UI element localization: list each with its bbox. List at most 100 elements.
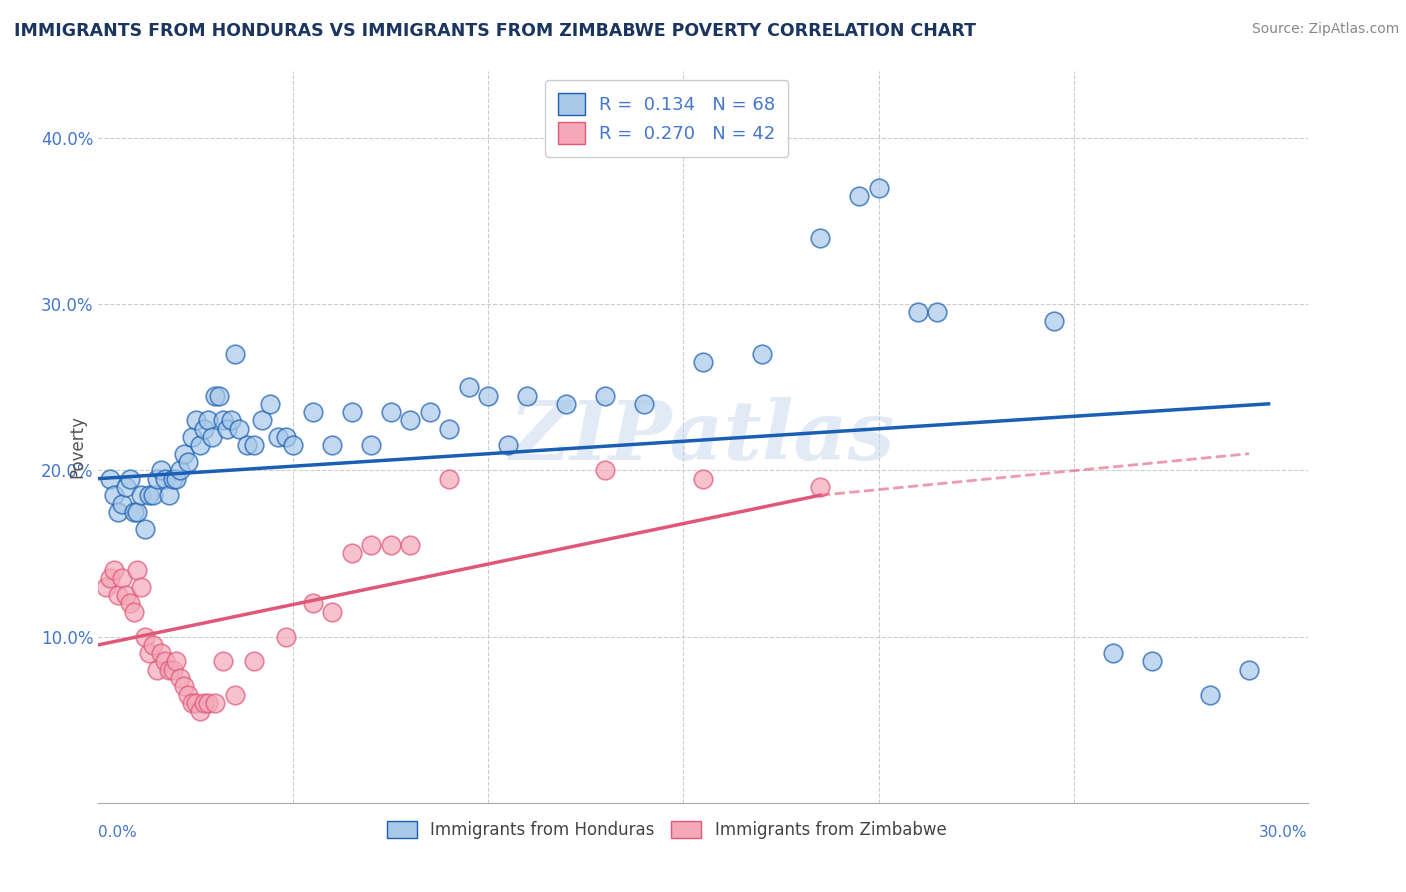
Point	[98, 571, 121, 585]
Point	[138, 488, 160, 502]
Point	[204, 388, 226, 402]
Point	[153, 472, 176, 486]
Text: ZIPatlas: ZIPatlas	[510, 397, 896, 477]
Point	[188, 705, 211, 719]
Point	[380, 405, 402, 419]
Point	[200, 430, 222, 444]
Point	[197, 413, 219, 427]
Point	[111, 497, 134, 511]
Point	[925, 305, 948, 319]
Point	[321, 605, 343, 619]
Point	[157, 488, 180, 502]
Point	[228, 422, 250, 436]
Point	[439, 472, 461, 486]
Point	[516, 388, 538, 402]
Point	[555, 397, 578, 411]
Text: Poverty: Poverty	[69, 415, 86, 477]
Point	[848, 189, 870, 203]
Point	[127, 563, 149, 577]
Point	[173, 680, 195, 694]
Point	[114, 588, 136, 602]
Point	[181, 430, 204, 444]
Point	[302, 405, 325, 419]
Text: Source: ZipAtlas.com: Source: ZipAtlas.com	[1251, 22, 1399, 37]
Point	[1199, 688, 1222, 702]
Legend: Immigrants from Honduras, Immigrants from Zimbabwe: Immigrants from Honduras, Immigrants fro…	[381, 814, 953, 846]
Point	[127, 505, 149, 519]
Point	[131, 488, 153, 502]
Point	[142, 638, 165, 652]
Point	[340, 405, 363, 419]
Point	[633, 397, 655, 411]
Point	[808, 230, 831, 244]
Point	[419, 405, 441, 419]
Point	[1140, 655, 1163, 669]
Point	[380, 538, 402, 552]
Point	[169, 463, 191, 477]
Point	[321, 438, 343, 452]
Point	[496, 438, 519, 452]
Point	[808, 480, 831, 494]
Point	[1237, 663, 1260, 677]
Point	[184, 413, 207, 427]
Point	[302, 596, 325, 610]
Point	[399, 413, 422, 427]
Point	[208, 388, 231, 402]
Point	[259, 397, 281, 411]
Point	[103, 488, 125, 502]
Text: 0.0%: 0.0%	[98, 825, 138, 839]
Point	[217, 422, 239, 436]
Point	[212, 655, 235, 669]
Point	[267, 430, 290, 444]
Point	[274, 630, 297, 644]
Point	[193, 696, 215, 710]
Point	[98, 472, 121, 486]
Point	[149, 463, 172, 477]
Point	[751, 347, 773, 361]
Point	[142, 488, 165, 502]
Point	[173, 447, 195, 461]
Point	[477, 388, 499, 402]
Point	[193, 422, 215, 436]
Point	[595, 388, 617, 402]
Point	[197, 696, 219, 710]
Point	[458, 380, 481, 394]
Point	[146, 472, 169, 486]
Point	[153, 655, 176, 669]
Point	[107, 505, 129, 519]
Point	[177, 688, 200, 702]
Point	[134, 630, 156, 644]
Point	[1043, 314, 1066, 328]
Point	[243, 655, 266, 669]
Point	[107, 588, 129, 602]
Point	[224, 347, 246, 361]
Point	[595, 463, 617, 477]
Point	[118, 472, 141, 486]
Point	[188, 438, 211, 452]
Point	[134, 521, 156, 535]
Point	[219, 413, 242, 427]
Text: 30.0%: 30.0%	[1260, 825, 1308, 839]
Point	[165, 472, 187, 486]
Point	[692, 472, 714, 486]
Point	[1101, 646, 1123, 660]
Point	[114, 480, 136, 494]
Point	[146, 663, 169, 677]
Point	[235, 438, 257, 452]
Point	[103, 563, 125, 577]
Point	[122, 605, 145, 619]
Point	[360, 538, 382, 552]
Point	[138, 646, 160, 660]
Point	[122, 505, 145, 519]
Point	[283, 438, 305, 452]
Point	[118, 596, 141, 610]
Point	[204, 696, 226, 710]
Point	[111, 571, 134, 585]
Point	[131, 580, 153, 594]
Point	[360, 438, 382, 452]
Point	[340, 546, 363, 560]
Point	[162, 663, 184, 677]
Point	[181, 696, 204, 710]
Point	[169, 671, 191, 685]
Point	[177, 455, 200, 469]
